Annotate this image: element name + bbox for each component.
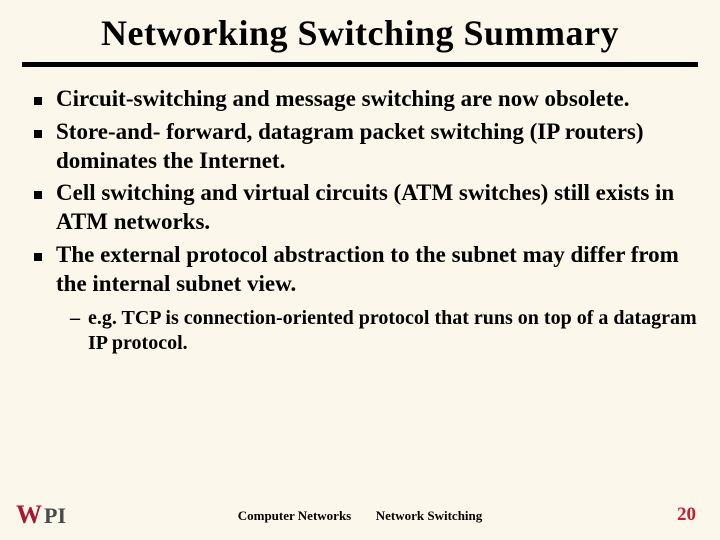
- footer-course: Computer Networks: [238, 508, 352, 523]
- subbullet-list: e.g. TCP is connection-oriented protocol…: [22, 306, 698, 356]
- slide: Networking Switching Summary Circuit-swi…: [0, 0, 720, 540]
- bullet-item: The external protocol abstraction to the…: [30, 241, 698, 299]
- footer: W PI Computer Networks Network Switching…: [0, 498, 720, 528]
- bullet-item: Circuit-switching and message switching …: [30, 85, 698, 114]
- subbullet-item: e.g. TCP is connection-oriented protocol…: [70, 306, 698, 356]
- bullet-list: Circuit-switching and message switching …: [22, 85, 698, 298]
- footer-topic: Network Switching: [376, 508, 483, 523]
- bullet-item: Store-and- forward, datagram packet swit…: [30, 118, 698, 176]
- footer-text: Computer Networks Network Switching: [0, 508, 720, 524]
- page-number: 20: [677, 504, 696, 526]
- bullet-item: Cell switching and virtual circuits (ATM…: [30, 179, 698, 237]
- slide-title: Networking Switching Summary: [22, 12, 698, 67]
